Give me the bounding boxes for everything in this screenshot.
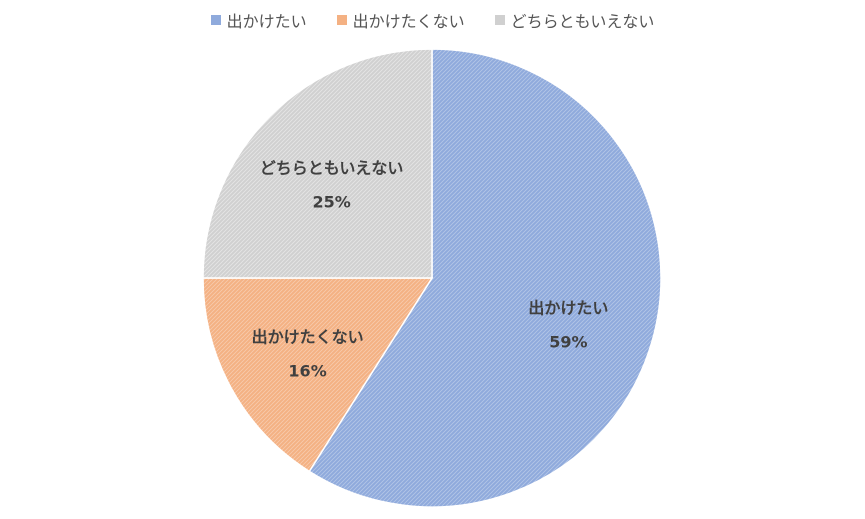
legend-label-want-to-go-out: 出かけたい: [226, 12, 307, 31]
slice-label-category-undecided: どちらともいえない: [260, 159, 404, 178]
legend-label-undecided: どちらともいえない: [510, 12, 655, 31]
pie-slice-dont-want-to-go-out: [202, 277, 434, 473]
slice-label-category-want-to-go-out: 出かけたい: [528, 299, 608, 318]
pie-slice-want-to-go-out: [308, 48, 662, 508]
legend-item-undecided: どちらともいえない: [494, 8, 655, 32]
slice-label-value-dont-want-to-go-out: 16%: [288, 361, 326, 380]
slice-label-value-undecided: 25%: [312, 193, 350, 212]
legend-label-dont-want-to-go-out: 出かけたくない: [352, 12, 465, 31]
legend-item-want-to-go-out: 出かけたい: [210, 8, 307, 32]
slice-label-value-want-to-go-out: 59%: [549, 333, 587, 352]
pie-slice-undecided: [202, 48, 433, 279]
chart-legend: 出かけたい 出かけたくない どちらともいえない: [0, 8, 865, 32]
slice-label-category-dont-want-to-go-out: 出かけたくない: [252, 327, 364, 346]
legend-swatch-undecided: [494, 15, 505, 25]
legend-swatch-dont-want-to-go-out: [336, 15, 347, 25]
legend-swatch-want-to-go-out: [210, 15, 221, 25]
legend-item-dont-want-to-go-out: 出かけたくない: [336, 8, 465, 32]
